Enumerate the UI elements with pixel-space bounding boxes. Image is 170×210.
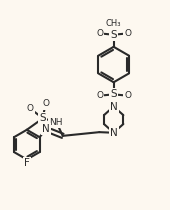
Text: O: O <box>42 100 49 109</box>
Text: F: F <box>24 158 30 168</box>
Text: O: O <box>124 29 131 38</box>
Text: O: O <box>96 91 103 100</box>
Text: S: S <box>110 89 117 99</box>
Text: N: N <box>42 124 50 134</box>
Text: N: N <box>110 101 117 112</box>
Text: O: O <box>96 29 103 38</box>
Text: S: S <box>110 30 117 40</box>
Text: O: O <box>124 91 131 100</box>
Text: N: N <box>110 128 117 138</box>
Text: O: O <box>27 104 34 113</box>
Text: CH₃: CH₃ <box>106 19 121 28</box>
Text: NH: NH <box>50 118 63 127</box>
Text: S: S <box>40 113 46 123</box>
